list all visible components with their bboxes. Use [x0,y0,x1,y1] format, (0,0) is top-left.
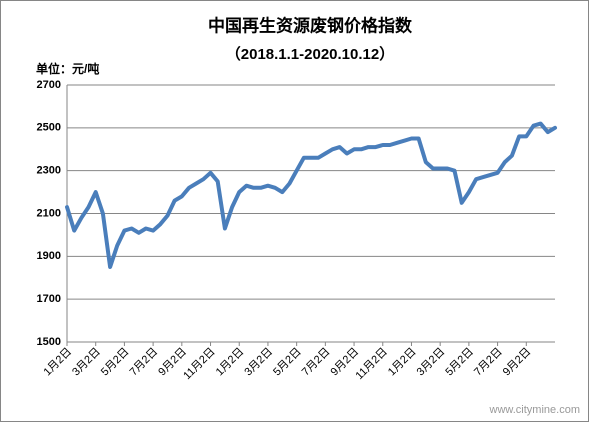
line-series [65,121,557,269]
y-tick-label: 1700 [37,293,61,305]
y-tick-label: 2300 [37,165,61,177]
y-tick-label: 1900 [37,250,61,262]
y-axis-label: 单位：元/吨 [36,61,99,76]
watermark: www.citymine.com [489,404,580,416]
y-tick-label: 2100 [37,207,61,219]
y-tick-label: 1500 [37,336,61,348]
chart-title: 中国再生资源废钢价格指数 [208,15,413,35]
y-tick-label: 2700 [37,79,61,91]
chart-subtitle: （2018.1.1-2020.10.12） [226,45,394,63]
y-tick-label: 2500 [37,122,61,134]
